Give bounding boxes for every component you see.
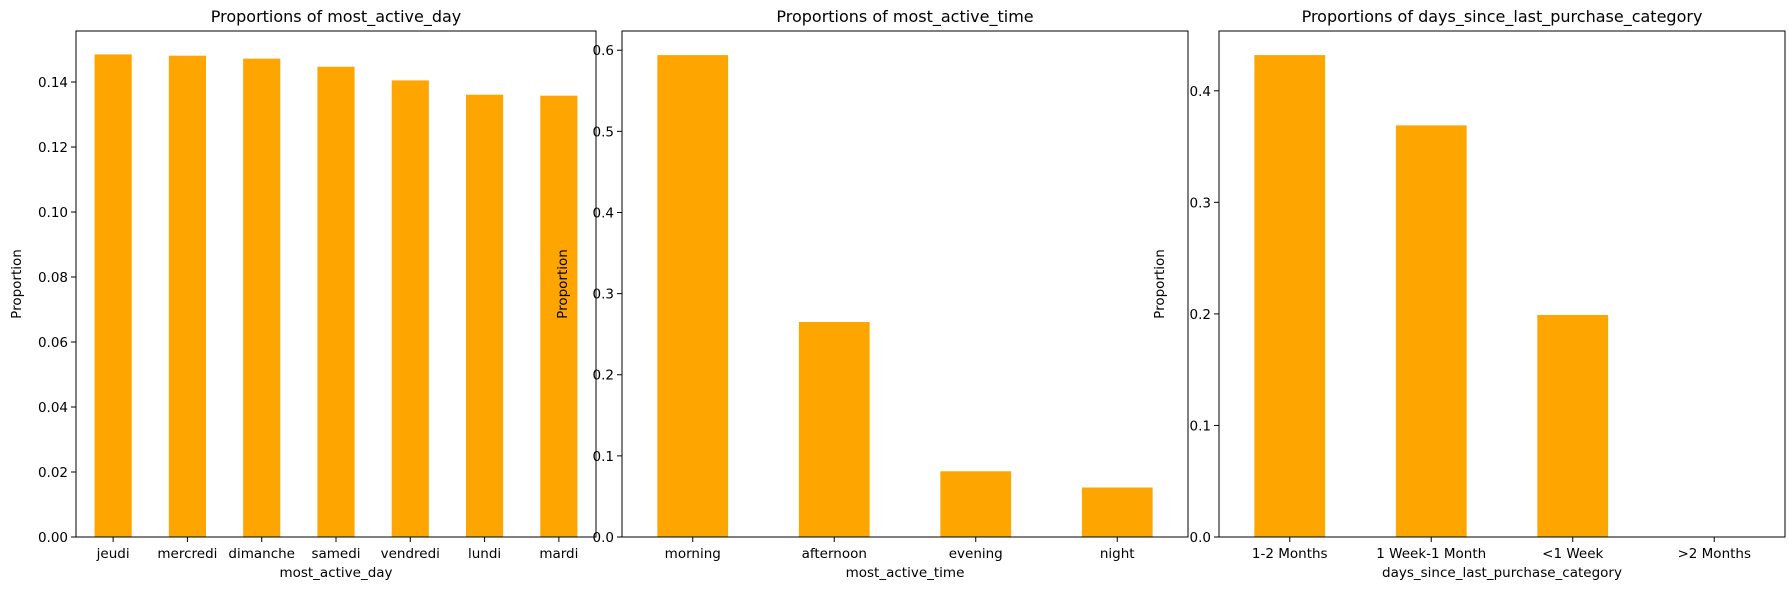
y-tick-label: 0.2 bbox=[593, 368, 614, 384]
chart-title: Proportions of most_active_time bbox=[776, 7, 1033, 27]
x-tick-label: <1 Week bbox=[1542, 546, 1603, 562]
x-tick-label: dimanche bbox=[228, 546, 295, 562]
x-tick-label: evening bbox=[949, 546, 1003, 562]
x-tick-label: lundi bbox=[468, 546, 501, 562]
y-tick-label: 0.4 bbox=[1190, 84, 1211, 100]
y-tick-label: 0.0 bbox=[1190, 530, 1211, 546]
bar--1-week bbox=[1537, 315, 1609, 537]
y-axis-label: Proportion bbox=[1152, 249, 1168, 319]
x-tick-label: vendredi bbox=[381, 546, 440, 562]
bar-dimanche bbox=[243, 58, 281, 538]
x-axis-label: most_active_time bbox=[846, 565, 965, 581]
x-tick-label: jeudi bbox=[96, 546, 130, 562]
y-tick-label: 0.04 bbox=[38, 400, 68, 416]
bar-1-week-1-month bbox=[1395, 125, 1467, 537]
y-tick-label: 0.0 bbox=[593, 530, 614, 546]
y-tick-label: 0.1 bbox=[593, 449, 614, 465]
axes-frame bbox=[621, 30, 1189, 538]
y-tick-label: 0.02 bbox=[38, 465, 68, 481]
bar-jeudi bbox=[94, 54, 132, 538]
bar-night bbox=[1081, 487, 1153, 537]
x-tick-label: mardi bbox=[539, 546, 578, 562]
bar-evening bbox=[940, 471, 1012, 537]
axes-frame bbox=[1218, 30, 1786, 538]
bar-1-2-months bbox=[1254, 55, 1326, 537]
y-tick-label: 0.14 bbox=[38, 75, 68, 91]
bar-samedi bbox=[317, 66, 355, 537]
bar-afternoon bbox=[798, 322, 870, 537]
bar-lundi bbox=[466, 94, 504, 538]
x-tick-label: afternoon bbox=[802, 546, 867, 562]
x-axis-label: most_active_day bbox=[279, 565, 392, 581]
y-tick-label: 0.12 bbox=[38, 140, 68, 156]
bar-mercredi bbox=[168, 55, 206, 537]
x-tick-label: mercredi bbox=[157, 546, 217, 562]
bar-mardi bbox=[540, 95, 578, 537]
y-tick-label: 0.1 bbox=[1190, 418, 1211, 434]
chart-most-active-time: morning afternoon evening night 0.0 0.1 0.2 0.3… bbox=[555, 7, 1189, 581]
y-axis-label: Proportion bbox=[9, 249, 25, 319]
x-tick-label: 1-2 Months bbox=[1252, 546, 1328, 562]
chart-title: Proportions of most_active_day bbox=[211, 7, 462, 27]
y-tick-label: 0.2 bbox=[1190, 307, 1211, 323]
y-tick-label: 0.3 bbox=[1190, 195, 1211, 211]
y-tick-label: 0.3 bbox=[593, 287, 614, 303]
y-tick-label: 0.10 bbox=[38, 205, 68, 221]
y-tick-label: 0.00 bbox=[38, 530, 68, 546]
x-tick-label: >2 Months bbox=[1677, 546, 1751, 562]
bar-vendredi bbox=[391, 80, 429, 538]
chart-days-since-last-purchase: 1-2 Months 1 Week-1 Month <1 Week >2 Months… bbox=[1152, 7, 1786, 581]
y-tick-label: 0.6 bbox=[593, 43, 614, 59]
bar-morning bbox=[657, 55, 729, 537]
y-tick-label: 0.08 bbox=[38, 270, 68, 286]
x-tick-label: morning bbox=[665, 546, 721, 562]
chart-most-active-day: jeudi mercredi dimanche samedi vendredi lundi… bbox=[9, 7, 597, 581]
x-tick-label: samedi bbox=[311, 546, 360, 562]
y-tick-label: 0.4 bbox=[593, 205, 614, 221]
x-tick-label: night bbox=[1100, 546, 1135, 562]
x-tick-label: 1 Week-1 Month bbox=[1376, 546, 1486, 562]
y-tick-label: 0.5 bbox=[593, 124, 614, 140]
y-axis-label: Proportion bbox=[555, 249, 571, 319]
x-axis-label: days_since_last_purchase_category bbox=[1382, 565, 1622, 581]
chart-title: Proportions of days_since_last_purchase_… bbox=[1302, 7, 1703, 27]
y-tick-label: 0.06 bbox=[38, 335, 68, 351]
